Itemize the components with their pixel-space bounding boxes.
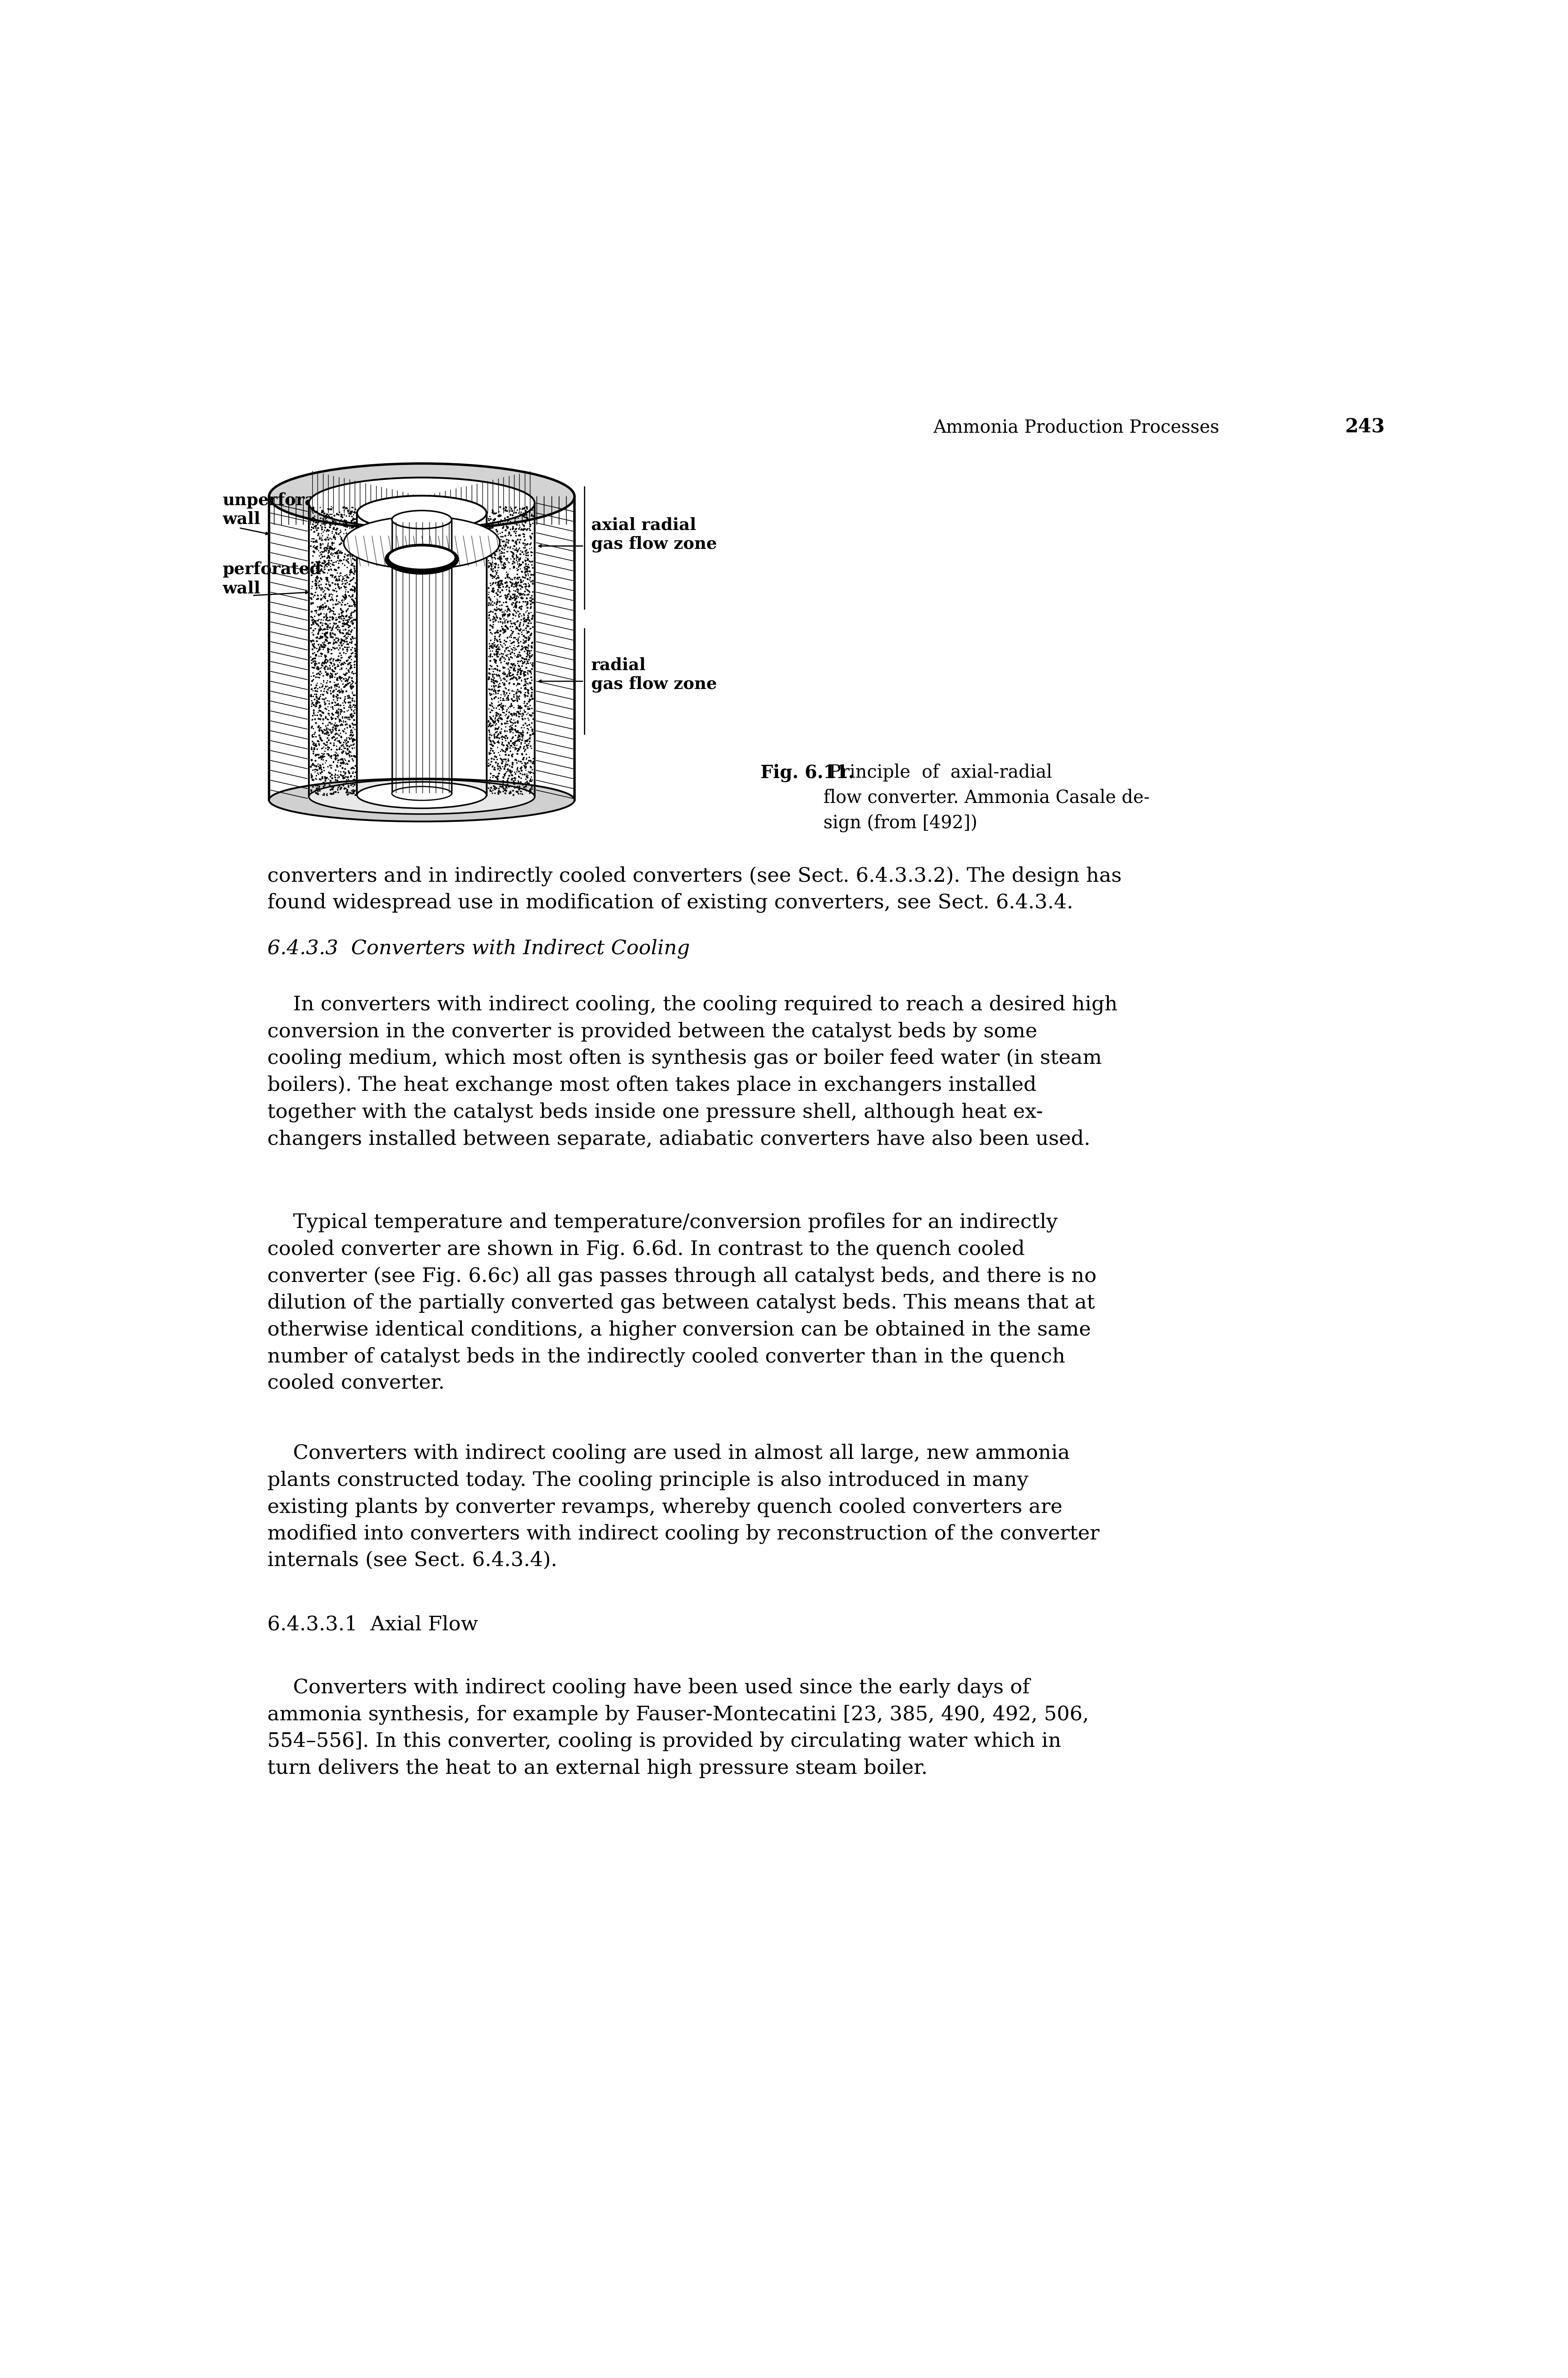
Ellipse shape [392, 787, 452, 801]
Text: Typical temperature and temperature/conversion profiles for an indirectly
cooled: Typical temperature and temperature/conv… [268, 1213, 1096, 1394]
Ellipse shape [358, 782, 486, 809]
Text: Converters with indirect cooling have been used since the early days of
ammonia : Converters with indirect cooling have be… [268, 1676, 1090, 1779]
Ellipse shape [343, 516, 500, 568]
Text: 6.4.3.3.1  Axial Flow: 6.4.3.3.1 Axial Flow [268, 1615, 478, 1634]
Text: axial radial
gas flow zone: axial radial gas flow zone [591, 516, 717, 552]
Ellipse shape [309, 780, 535, 813]
Ellipse shape [358, 495, 486, 530]
Text: unperforated
wall: unperforated wall [223, 492, 345, 528]
Text: Converters with indirect cooling are used in almost all large, new ammonia
plant: Converters with indirect cooling are use… [268, 1443, 1099, 1569]
Text: perforated
wall: perforated wall [223, 561, 321, 597]
Ellipse shape [309, 478, 535, 528]
Text: 6.4.3.3  Converters with Indirect Cooling: 6.4.3.3 Converters with Indirect Cooling [268, 939, 690, 958]
Text: radial
gas flow zone: radial gas flow zone [591, 656, 717, 692]
Ellipse shape [389, 547, 455, 568]
Text: 243: 243 [1345, 419, 1385, 438]
Ellipse shape [392, 511, 452, 528]
Ellipse shape [270, 778, 574, 820]
Ellipse shape [386, 545, 458, 573]
Ellipse shape [270, 464, 574, 530]
Text: Ammonia Production Processes: Ammonia Production Processes [933, 419, 1220, 435]
Text: In converters with indirect cooling, the cooling required to reach a desired hig: In converters with indirect cooling, the… [268, 994, 1118, 1149]
Text: Principle  of  axial-radial
flow converter. Ammonia Casale de-
sign (from [492]): Principle of axial-radial flow converter… [823, 763, 1149, 832]
Text: converters and in indirectly cooled converters (see Sect. 6.4.3.3.2). The design: converters and in indirectly cooled conv… [268, 866, 1121, 913]
Text: Fig. 6.11.: Fig. 6.11. [760, 763, 855, 782]
